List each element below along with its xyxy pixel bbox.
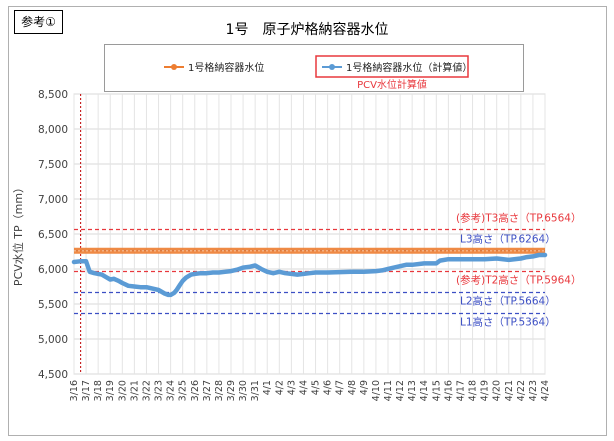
- legend-box: [104, 44, 524, 92]
- x-tick-label: 3/17: [81, 380, 92, 401]
- x-tick-label: 3/21: [129, 380, 140, 401]
- x-tick-label: 3/28: [214, 380, 225, 401]
- reference-badge: 参考①: [14, 10, 63, 34]
- legend-label-measured: 1号格納容器水位: [188, 61, 264, 74]
- legend-highlight-box: [315, 55, 469, 78]
- x-tick-label: 3/19: [105, 380, 116, 401]
- x-tick-label: 3/27: [202, 380, 213, 401]
- x-tick-label: 3/31: [250, 380, 261, 401]
- legend-note: PCV水位計算値: [357, 78, 427, 91]
- x-tick-label: 3/25: [178, 380, 189, 401]
- x-tick-label: 3/30: [238, 380, 249, 401]
- x-tick-label: 4/19: [480, 380, 491, 401]
- y-tick-label: 8,500: [38, 89, 68, 101]
- x-tick-label: 4/12: [395, 380, 406, 401]
- x-tick-label: 4/18: [468, 380, 479, 401]
- x-tick-label: 4/23: [528, 380, 539, 401]
- y-tick-label: 5,000: [38, 334, 68, 346]
- x-tick-label: 4/24: [540, 380, 551, 401]
- legend-marker-measured: [171, 64, 177, 70]
- y-tick-label: 7,500: [38, 159, 68, 171]
- x-tick-label: 3/23: [154, 380, 165, 401]
- x-tick-label: 4/11: [383, 380, 394, 401]
- x-tick-label: 4/13: [407, 380, 418, 401]
- x-tick-label: 4/17: [455, 380, 466, 401]
- y-tick-label: 8,000: [38, 124, 68, 136]
- x-tick-label: 4/9: [359, 380, 370, 395]
- y-tick-label: 7,000: [38, 194, 68, 206]
- x-tick-label: 3/20: [117, 380, 128, 401]
- y-tick-label: 6,500: [38, 229, 68, 241]
- series-line-calculated: [71, 252, 548, 298]
- reference-line-label: L3高さ（TP.6264）: [460, 233, 556, 246]
- x-tick-label: 3/18: [93, 380, 104, 401]
- x-tick-label: 4/4: [298, 380, 309, 395]
- reference-line-label: L2高さ（TP.5664）: [460, 295, 556, 308]
- x-tick-label: 4/10: [371, 380, 382, 401]
- reference-line-label: (参考)T2高さ（TP.5964）: [456, 274, 581, 287]
- x-tick-label: 3/26: [190, 380, 201, 401]
- x-tick-label: 4/16: [443, 380, 454, 401]
- x-tick-label: 4/14: [419, 380, 430, 401]
- x-tick-label: 4/2: [274, 380, 285, 395]
- x-tick-label: 3/16: [69, 380, 80, 401]
- legend-label-calculated: 1号格納容器水位（計算値）: [346, 61, 472, 74]
- legend-marker-calculated: [329, 64, 335, 70]
- x-tick-label: 4/1: [262, 380, 273, 395]
- x-tick-label: 3/29: [226, 380, 237, 401]
- reference-line-label: (参考)T3高さ（TP.6564）: [456, 212, 581, 225]
- x-tick-label: 4/3: [286, 380, 297, 395]
- y-tick-label: 6,000: [38, 264, 68, 276]
- y-axis-label: PCV水位 TP（mm）: [11, 182, 25, 286]
- x-tick-label: 4/20: [492, 380, 503, 401]
- x-tick-label: 4/15: [431, 380, 442, 401]
- chart-title: 1号 原子炉格納容器水位: [225, 22, 389, 38]
- x-tick-label: 3/24: [166, 380, 177, 401]
- x-tick-label: 4/22: [516, 380, 527, 401]
- x-tick-label: 4/5: [311, 380, 322, 395]
- x-tick-label: 4/7: [335, 380, 346, 395]
- x-tick-label: 4/6: [323, 380, 334, 395]
- y-tick-label: 5,500: [38, 299, 68, 311]
- reference-line-label: L1高さ（TP.5364）: [460, 316, 556, 329]
- y-tick-label: 4,500: [38, 369, 68, 381]
- x-tick-label: 3/22: [141, 380, 152, 401]
- chart-frame: [8, 6, 607, 436]
- x-tick-label: 4/21: [504, 380, 515, 401]
- x-tick-label: 4/8: [347, 380, 358, 395]
